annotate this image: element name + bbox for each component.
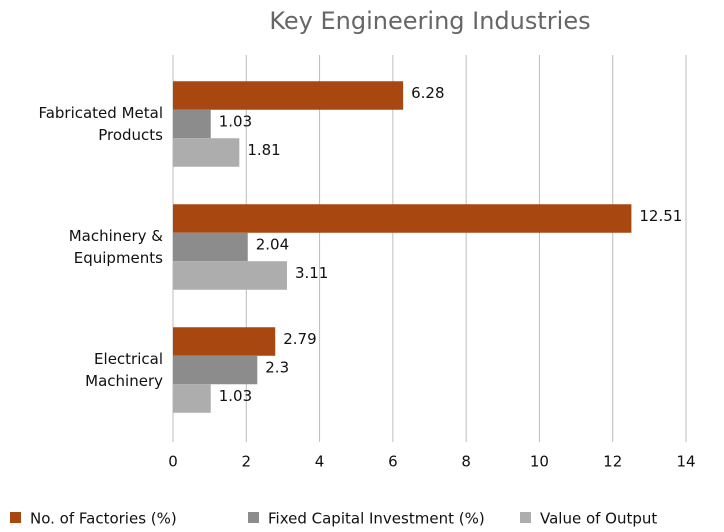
bar — [173, 232, 248, 262]
data-label: 12.51 — [639, 207, 682, 225]
data-label: 2.79 — [283, 330, 316, 348]
y-tick-label: Fabricated Metal Products — [38, 104, 163, 144]
data-label: 2.04 — [256, 236, 289, 254]
x-tick-label: 0 — [168, 453, 178, 471]
data-label: 1.03 — [219, 387, 252, 405]
chart-title: Key Engineering Industries — [269, 7, 590, 35]
data-label: 1.81 — [247, 141, 280, 159]
x-tick-label: 14 — [676, 453, 695, 471]
data-label: 1.03 — [219, 113, 252, 131]
data-label: 6.28 — [411, 84, 444, 102]
bar — [173, 204, 632, 233]
data-label: 3.11 — [295, 264, 328, 282]
bar — [173, 261, 287, 290]
x-tick-label: 8 — [461, 453, 471, 471]
legend-swatch — [248, 512, 259, 523]
y-tick-label: Electrical Machinery — [85, 350, 163, 390]
y-tick-label: Machinery & Equipments — [68, 227, 163, 267]
legend-label: No. of Factories (%) — [30, 510, 177, 528]
bar — [173, 109, 211, 139]
x-tick-label: 2 — [242, 453, 252, 471]
bar — [173, 355, 258, 385]
bar — [173, 327, 276, 356]
bar — [173, 384, 211, 413]
bar — [173, 81, 404, 110]
x-tick-label: 10 — [530, 453, 549, 471]
legend-swatch — [520, 512, 531, 523]
x-tick-label: 4 — [315, 453, 325, 471]
legend-label: Value of Output — [540, 510, 657, 528]
data-label: 2.3 — [265, 359, 289, 377]
x-tick-label: 6 — [388, 453, 398, 471]
x-tick-label: 12 — [603, 453, 622, 471]
legend-swatch — [10, 512, 21, 523]
legend-label: Fixed Capital Investment (%) — [268, 510, 485, 528]
bar — [173, 138, 240, 167]
